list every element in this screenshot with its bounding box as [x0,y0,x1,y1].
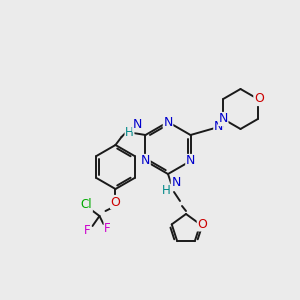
Text: H: H [162,184,170,197]
Text: O: O [197,218,207,231]
Text: N: N [133,118,142,131]
Text: F: F [104,221,111,235]
Text: O: O [254,92,264,106]
Text: N: N [163,116,173,128]
Text: O: O [110,196,120,208]
Text: N: N [214,121,223,134]
Text: F: F [84,224,91,236]
Text: Cl: Cl [81,199,92,212]
Text: N: N [218,112,228,125]
Text: H: H [125,125,134,139]
Text: N: N [171,176,181,190]
Text: N: N [186,154,195,167]
Text: N: N [141,154,150,167]
